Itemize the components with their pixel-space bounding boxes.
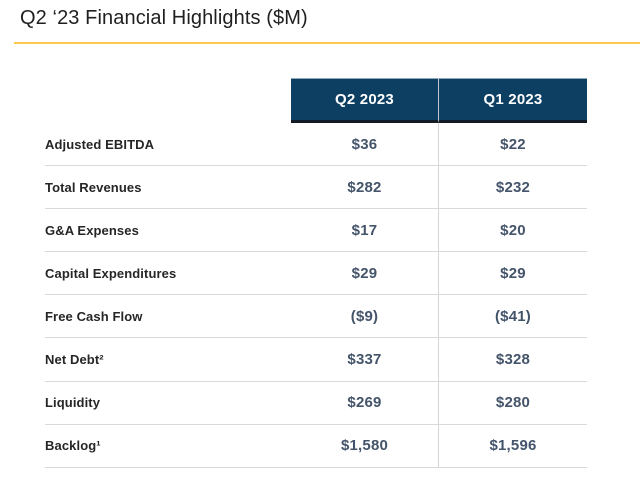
row-label-backlog: Backlog¹ (45, 425, 291, 468)
value-cell: $269 (291, 382, 438, 425)
row-label-adjusted-ebitda: Adjusted EBITDA (45, 123, 291, 167)
value-cell: $282 (291, 166, 438, 210)
value-cell: $29 (291, 252, 438, 296)
value-cell: $1,580 (291, 425, 438, 468)
header-spacer-cell (45, 78, 291, 123)
value-cell: $17 (291, 209, 438, 253)
value-cell: $232 (438, 166, 587, 210)
value-cell: $22 (438, 123, 587, 167)
value-cell: ($41) (438, 295, 587, 339)
row-label-net-debt: Net Debt² (45, 338, 291, 382)
value-cell: $29 (438, 252, 587, 296)
row-label-ga-expenses: G&A Expenses (45, 209, 291, 253)
row-label-capital-expenditures: Capital Expenditures (45, 252, 291, 296)
column-header-q1-2023: Q1 2023 (438, 78, 587, 123)
column-header-q2-2023: Q2 2023 (291, 78, 438, 123)
value-cell: $20 (438, 209, 587, 253)
row-label-liquidity: Liquidity (45, 382, 291, 425)
value-cell: $36 (291, 123, 438, 167)
page-title: Q2 ‘23 Financial Highlights ($M) (20, 7, 308, 29)
value-cell: $328 (438, 338, 587, 382)
value-cell: $280 (438, 381, 587, 425)
value-cell: ($9) (291, 295, 438, 339)
value-cell: $1,596 (438, 424, 587, 468)
title-underline-rule (14, 42, 640, 44)
row-label-total-revenues: Total Revenues (45, 166, 291, 210)
row-label-free-cash-flow: Free Cash Flow (45, 295, 291, 339)
financial-highlights-table: Q2 2023 Q1 2023 Adjusted EBITDA $36 $22 … (45, 78, 587, 468)
value-cell: $337 (291, 338, 438, 382)
